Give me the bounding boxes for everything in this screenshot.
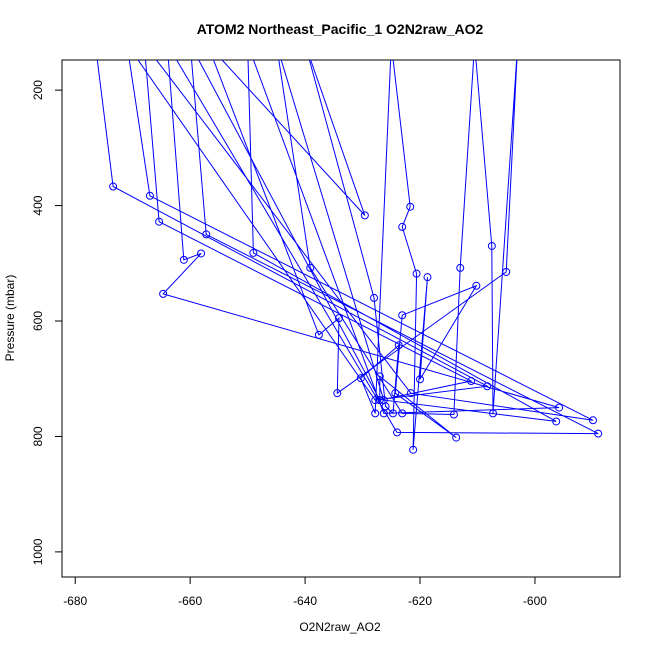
y-tick-label: 400	[31, 195, 45, 215]
data-point	[552, 417, 561, 426]
x-tick-label: -640	[293, 594, 317, 608]
data-point	[423, 273, 432, 282]
data-point	[467, 377, 476, 386]
data-point	[398, 311, 407, 320]
data-point	[333, 389, 342, 398]
data-point	[123, 40, 130, 47]
data-point	[187, 40, 194, 47]
data-point	[394, 341, 403, 350]
data-point	[197, 249, 206, 258]
data-point	[371, 396, 380, 405]
data-point	[334, 314, 343, 323]
data-point	[391, 389, 400, 398]
data-point	[375, 396, 384, 405]
data-point	[412, 269, 421, 278]
y-tick-label: 200	[31, 80, 45, 100]
plot-frame	[61, 59, 621, 578]
data-point	[588, 416, 597, 425]
data-point	[145, 191, 154, 200]
x-tick-label: -600	[523, 594, 547, 608]
data-point	[502, 267, 511, 276]
data-point	[406, 202, 415, 211]
data-point	[141, 40, 148, 47]
data-point	[472, 281, 481, 290]
y-tick-label: 800	[31, 426, 45, 446]
data-point	[398, 409, 407, 418]
data-point	[360, 211, 369, 220]
y-tick-label: 1000	[31, 538, 45, 565]
data-point	[409, 445, 418, 454]
data-point	[273, 40, 280, 47]
data-point	[389, 409, 398, 418]
data-point	[416, 375, 425, 384]
data-point	[179, 255, 188, 264]
data-point	[483, 382, 492, 391]
data-point	[471, 40, 478, 47]
data-point	[594, 429, 603, 438]
x-tick-label: -660	[178, 594, 202, 608]
data-point	[306, 263, 315, 272]
x-tick-label: -680	[63, 594, 87, 608]
data-point	[155, 217, 164, 226]
data-point	[302, 40, 309, 47]
y-axis-label: Pressure (mbar)	[3, 275, 17, 362]
data-point	[204, 40, 211, 47]
data-point	[164, 40, 171, 47]
data-point	[92, 40, 99, 47]
data-point	[244, 40, 251, 47]
data-point	[456, 263, 465, 272]
y-tick-label: 600	[31, 311, 45, 331]
data-point	[249, 248, 258, 257]
data-point	[314, 330, 323, 339]
data-point	[388, 40, 395, 47]
data-point	[375, 372, 384, 381]
data-point	[202, 230, 211, 239]
plot-area	[92, 40, 603, 454]
data-point	[406, 389, 415, 398]
data-point	[452, 433, 461, 442]
data-point	[159, 289, 168, 298]
data-line	[96, 60, 599, 450]
data-point	[356, 374, 365, 383]
data-point	[381, 402, 390, 411]
data-point	[514, 40, 521, 47]
chart-title: ATOM2 Northeast_Pacific_1 O2N2raw_AO2	[197, 21, 484, 37]
data-point	[109, 182, 118, 191]
data-point	[555, 403, 564, 412]
data-point	[393, 428, 402, 437]
x-axis-label: O2N2raw_AO2	[299, 620, 381, 634]
x-tick-label: -620	[408, 594, 432, 608]
data-point	[370, 293, 379, 302]
data-point	[371, 409, 380, 418]
data-point	[488, 409, 497, 418]
data-point	[449, 410, 458, 419]
data-point	[487, 241, 496, 250]
data-point	[398, 222, 407, 231]
